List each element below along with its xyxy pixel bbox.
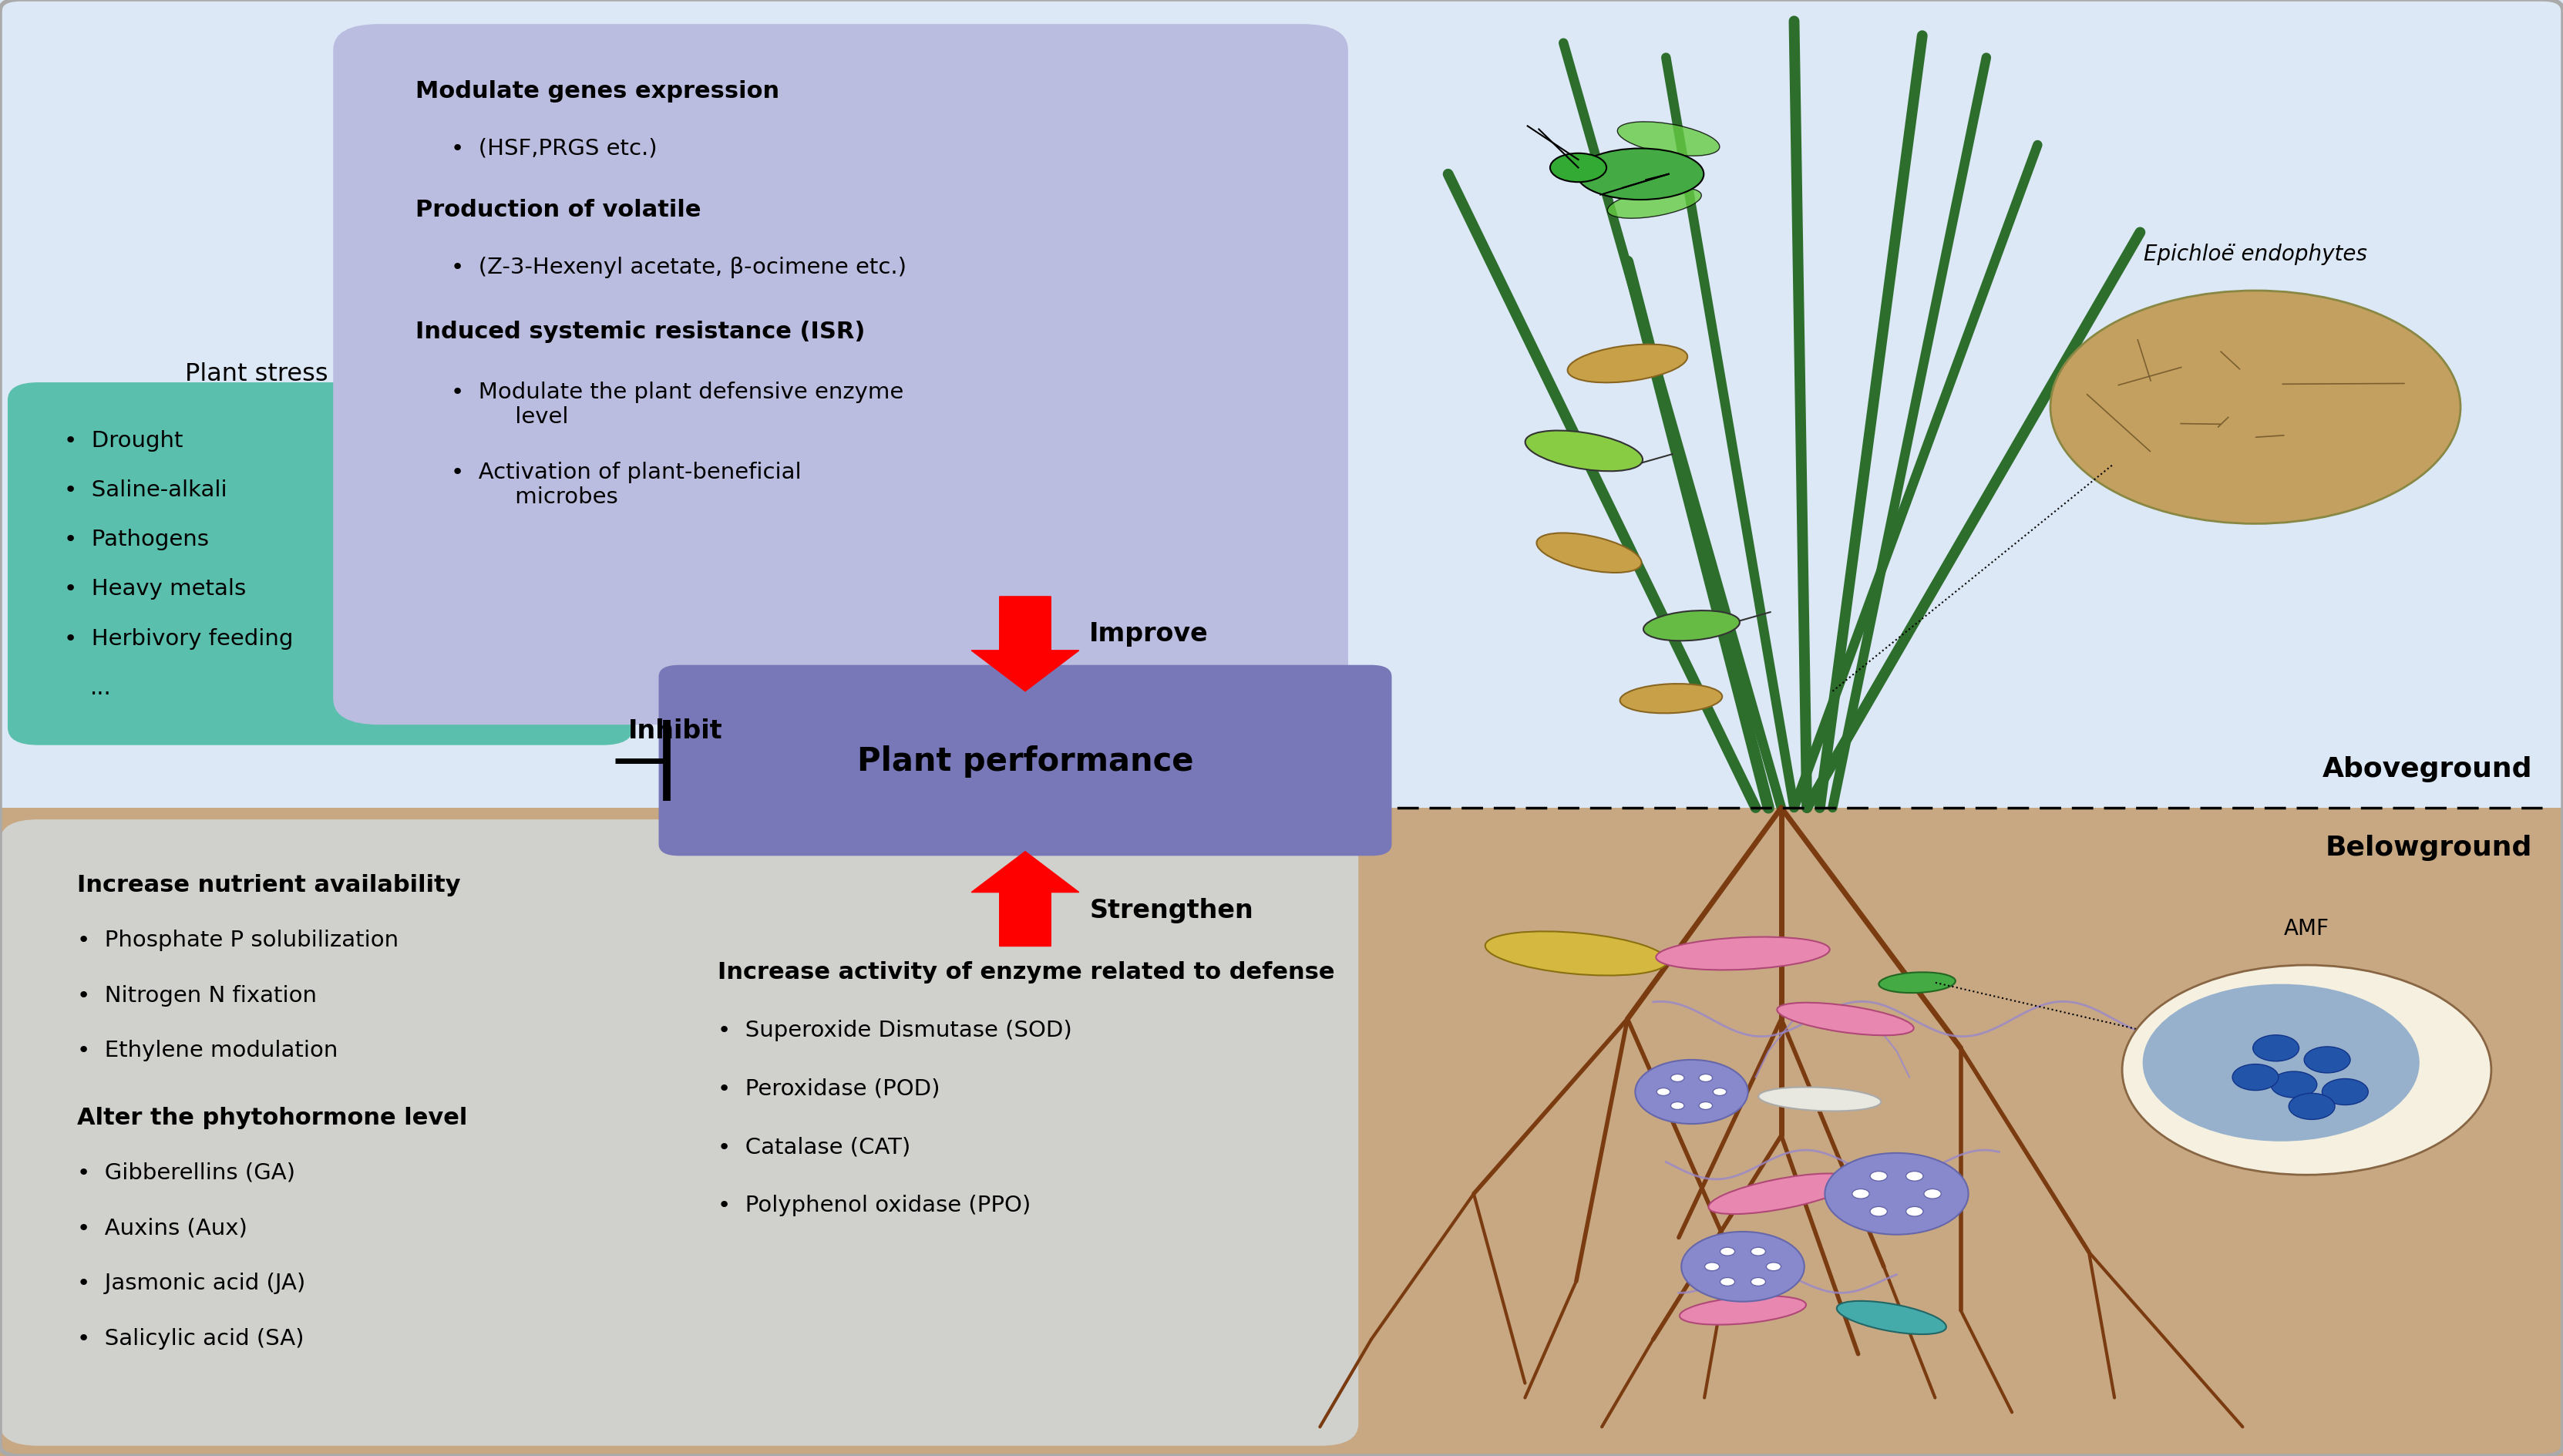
- Circle shape: [1907, 1207, 1922, 1216]
- Text: Increase nutrient availability: Increase nutrient availability: [77, 874, 461, 895]
- Text: Modulate genes expression: Modulate genes expression: [415, 80, 779, 102]
- Text: •  Herbivory feeding: • Herbivory feeding: [64, 628, 292, 649]
- FancyBboxPatch shape: [8, 383, 633, 745]
- Circle shape: [1720, 1248, 1735, 1255]
- Ellipse shape: [1643, 612, 1740, 641]
- Circle shape: [2322, 1079, 2368, 1105]
- Ellipse shape: [1551, 154, 1607, 183]
- FancyBboxPatch shape: [0, 820, 1358, 1446]
- FancyBboxPatch shape: [0, 808, 2563, 1456]
- FancyBboxPatch shape: [333, 25, 1348, 725]
- Text: •  Catalase (CAT): • Catalase (CAT): [718, 1136, 910, 1158]
- Ellipse shape: [1758, 1088, 1881, 1111]
- Ellipse shape: [1838, 1302, 1945, 1334]
- Text: •  Nitrogen N fixation: • Nitrogen N fixation: [77, 984, 318, 1006]
- Text: •  (HSF,PRGS etc.): • (HSF,PRGS etc.): [451, 138, 656, 159]
- Text: •  Drought: • Drought: [64, 430, 182, 451]
- Text: Epichloë endophytes: Epichloë endophytes: [2143, 243, 2368, 265]
- Ellipse shape: [1484, 932, 1669, 976]
- Text: Alter the phytohormone level: Alter the phytohormone level: [77, 1107, 466, 1128]
- Ellipse shape: [1538, 533, 1640, 574]
- Text: •  Peroxidase (POD): • Peroxidase (POD): [718, 1077, 941, 1099]
- Text: Induced systemic resistance (ISR): Induced systemic resistance (ISR): [415, 320, 864, 342]
- Ellipse shape: [1569, 345, 1686, 383]
- Circle shape: [1751, 1278, 1766, 1286]
- Circle shape: [1871, 1172, 1886, 1181]
- Circle shape: [1681, 1232, 1804, 1302]
- Text: Production of volatile: Production of volatile: [415, 198, 700, 221]
- Text: •  Auxins (Aux): • Auxins (Aux): [77, 1217, 246, 1238]
- Ellipse shape: [1679, 1296, 1807, 1325]
- Circle shape: [2271, 1072, 2317, 1098]
- Circle shape: [1699, 1102, 1712, 1109]
- Circle shape: [2289, 1093, 2335, 1120]
- Circle shape: [1907, 1172, 1922, 1181]
- Circle shape: [1699, 1075, 1712, 1082]
- Text: AMF: AMF: [2284, 917, 2330, 939]
- Ellipse shape: [1656, 938, 1830, 970]
- Text: •  Saline-alkali: • Saline-alkali: [64, 479, 228, 501]
- Text: •  Polyphenol oxidase (PPO): • Polyphenol oxidase (PPO): [718, 1194, 1030, 1216]
- Text: •  Modulate the plant defensive enzyme
         level: • Modulate the plant defensive enzyme le…: [451, 381, 905, 428]
- FancyBboxPatch shape: [0, 0, 2563, 808]
- FancyArrow shape: [971, 597, 1079, 692]
- Circle shape: [1766, 1262, 1781, 1271]
- Circle shape: [1825, 1153, 1968, 1235]
- FancyBboxPatch shape: [659, 665, 1392, 856]
- Ellipse shape: [1576, 149, 1704, 201]
- Circle shape: [2304, 1047, 2350, 1073]
- Circle shape: [1712, 1088, 1727, 1096]
- Circle shape: [2253, 1035, 2299, 1061]
- Text: •  Superoxide Dismutase (SOD): • Superoxide Dismutase (SOD): [718, 1019, 1071, 1041]
- Text: •  Gibberellins (GA): • Gibberellins (GA): [77, 1162, 295, 1182]
- Text: Increase activity of enzyme related to defense: Increase activity of enzyme related to d…: [718, 961, 1335, 983]
- Text: •  Pathogens: • Pathogens: [64, 529, 210, 550]
- Ellipse shape: [1525, 431, 1643, 472]
- Text: Improve: Improve: [1089, 620, 1210, 646]
- Text: Strengthen: Strengthen: [1089, 897, 1253, 923]
- Text: Belowground: Belowground: [2325, 834, 2532, 860]
- Text: •  Activation of plant-beneficial
         microbes: • Activation of plant-beneficial microbe…: [451, 462, 802, 508]
- Circle shape: [2050, 291, 2460, 524]
- Text: Inhibit: Inhibit: [628, 718, 723, 744]
- Circle shape: [1720, 1278, 1735, 1286]
- Ellipse shape: [1620, 684, 1722, 713]
- Text: •  Phosphate P solubilization: • Phosphate P solubilization: [77, 929, 397, 951]
- FancyArrow shape: [971, 852, 1079, 946]
- Text: •  Jasmonic acid (JA): • Jasmonic acid (JA): [77, 1273, 305, 1293]
- Ellipse shape: [1879, 973, 1956, 993]
- Circle shape: [1751, 1248, 1766, 1255]
- Circle shape: [2232, 1064, 2279, 1091]
- Text: •  Salicylic acid (SA): • Salicylic acid (SA): [77, 1328, 305, 1348]
- Circle shape: [1671, 1075, 1684, 1082]
- Ellipse shape: [1776, 1003, 1915, 1035]
- Ellipse shape: [1607, 188, 1702, 218]
- Ellipse shape: [2143, 984, 2419, 1142]
- Text: Plant stress: Plant stress: [185, 363, 328, 386]
- Circle shape: [1871, 1207, 1886, 1216]
- Ellipse shape: [1710, 1174, 1853, 1214]
- Ellipse shape: [1617, 122, 1720, 157]
- Circle shape: [1671, 1102, 1684, 1109]
- Circle shape: [1925, 1190, 1940, 1198]
- Text: Plant performance: Plant performance: [856, 744, 1194, 778]
- Text: •  Heavy metals: • Heavy metals: [64, 578, 246, 600]
- Circle shape: [2122, 965, 2491, 1175]
- Text: ...: ...: [90, 677, 110, 699]
- Circle shape: [1704, 1262, 1720, 1271]
- Circle shape: [1853, 1190, 1868, 1198]
- Text: Aboveground: Aboveground: [2322, 756, 2532, 782]
- Circle shape: [1635, 1060, 1748, 1124]
- Circle shape: [1656, 1088, 1671, 1096]
- Text: •  Ethylene modulation: • Ethylene modulation: [77, 1040, 338, 1061]
- Text: •  (Z-3-Hexenyl acetate, β-ocimene etc.): • (Z-3-Hexenyl acetate, β-ocimene etc.): [451, 256, 907, 278]
